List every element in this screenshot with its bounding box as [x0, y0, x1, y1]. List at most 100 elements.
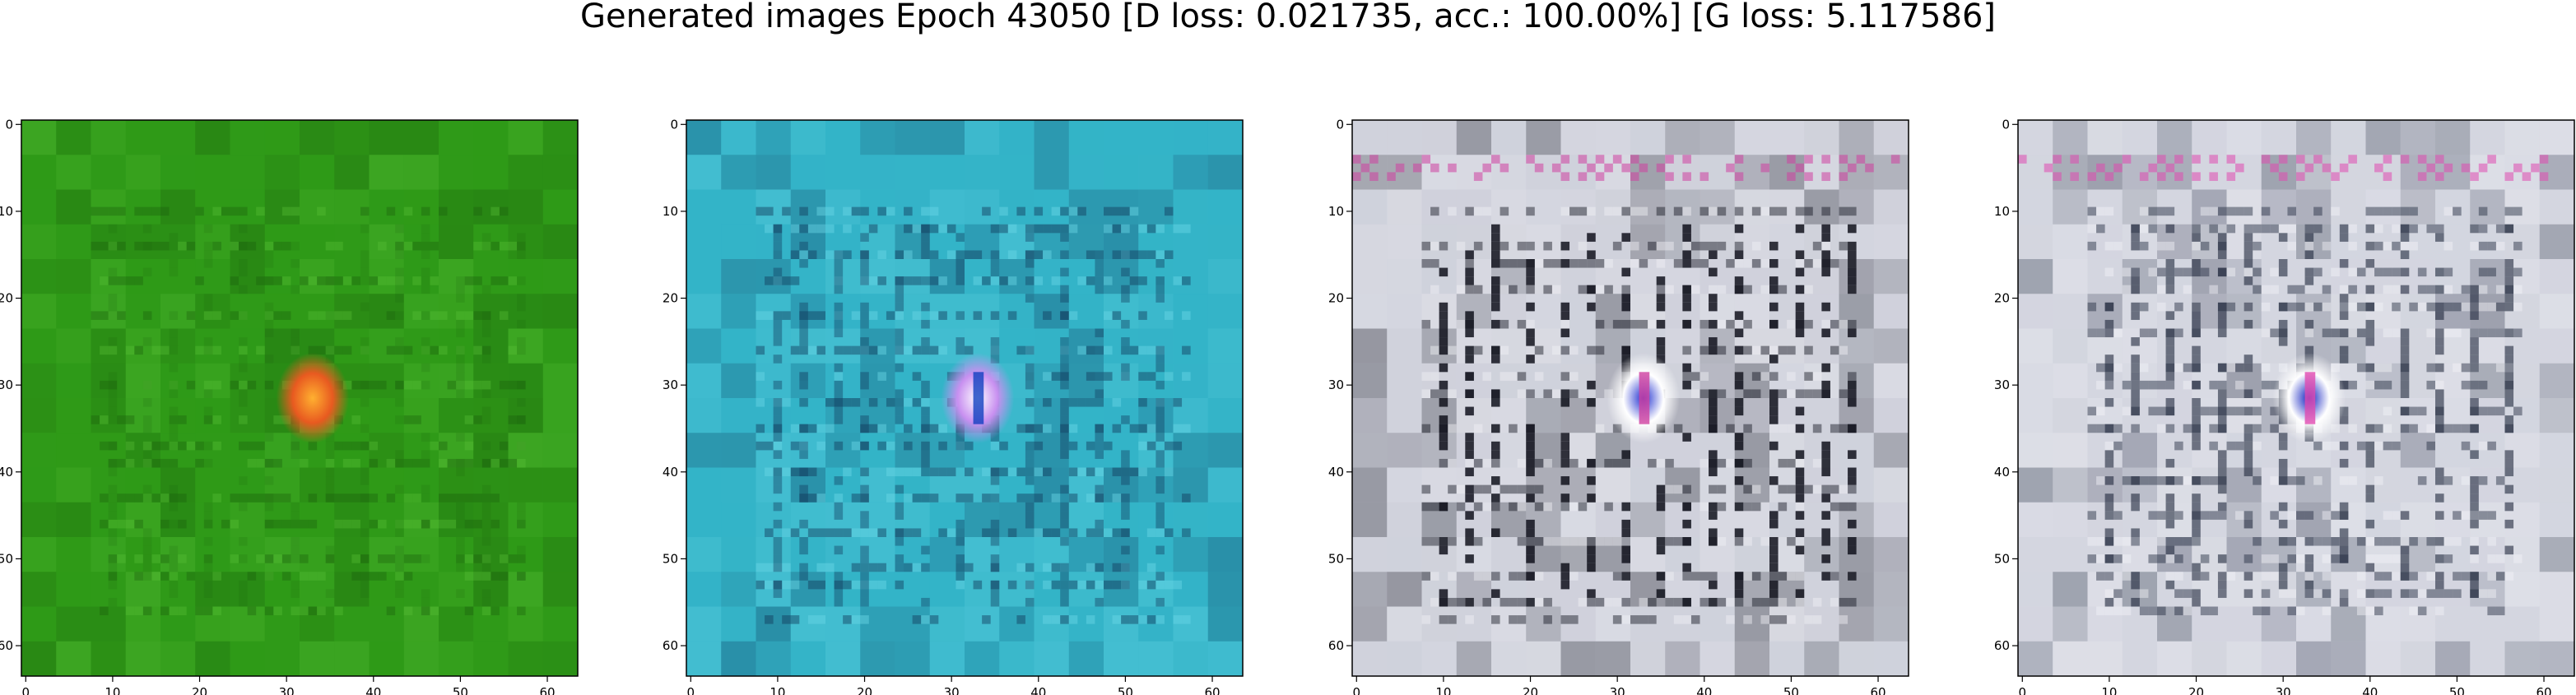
- x-tick: 20: [2188, 676, 2204, 695]
- x-tick: 30: [1610, 676, 1625, 695]
- x-tick: 20: [857, 676, 872, 695]
- y-tick: 30: [1994, 378, 2018, 392]
- x-tick: 40: [1696, 676, 1712, 695]
- y-tick: 60: [1328, 638, 1352, 653]
- y-tick: 40: [0, 465, 21, 480]
- x-tick-label: 20: [192, 685, 207, 695]
- y-tick-label: 20: [0, 291, 13, 306]
- x-tick: 0: [1353, 676, 1361, 695]
- y-tick: 20: [0, 291, 21, 306]
- generated-image-panel-2: 0 0 10 10 20 20 30 30 40 40 50 50 60 60: [663, 117, 1244, 695]
- y-tick: 50: [1994, 551, 2018, 566]
- y-tick-label: 40: [1994, 465, 2010, 480]
- x-tick-label: 30: [1610, 685, 1625, 695]
- y-tick: 10: [663, 204, 686, 219]
- x-tick: 50: [453, 676, 468, 695]
- y-tick-label: 60: [0, 638, 13, 653]
- x-tick: 20: [192, 676, 207, 695]
- x-tick-label: 10: [1435, 685, 1451, 695]
- x-tick-label: 60: [1204, 685, 1220, 695]
- x-tick-label: 10: [105, 685, 120, 695]
- x-tick-label: 10: [2101, 685, 2117, 695]
- y-tick-label: 50: [1994, 551, 2010, 566]
- x-tick-label: 60: [2536, 685, 2551, 695]
- x-tick: 40: [1030, 676, 1046, 695]
- y-tick: 0: [1336, 117, 1352, 132]
- x-tick-label: 30: [279, 685, 295, 695]
- y-tick-label: 0: [5, 117, 13, 132]
- y-tick-label: 60: [1328, 638, 1344, 653]
- y-tick-label: 0: [670, 117, 678, 132]
- y-tick-label: 40: [0, 465, 13, 480]
- x-tick: 60: [1870, 676, 1886, 695]
- axes-frame: [1351, 119, 1909, 677]
- x-tick-label: 40: [2362, 685, 2378, 695]
- y-tick-label: 50: [0, 551, 13, 566]
- axes-frame: [686, 119, 1244, 677]
- x-tick-label: 0: [1353, 685, 1361, 695]
- y-tick: 50: [663, 551, 686, 566]
- x-tick: 20: [1523, 676, 1538, 695]
- y-tick-label: 10: [663, 204, 678, 219]
- x-tick: 30: [2276, 676, 2291, 695]
- y-tick: 60: [1994, 638, 2018, 653]
- x-tick: 40: [2362, 676, 2378, 695]
- x-tick: 40: [365, 676, 381, 695]
- x-tick: 30: [944, 676, 960, 695]
- x-tick-label: 40: [1696, 685, 1712, 695]
- x-tick: 0: [22, 676, 30, 695]
- generated-image-panel-3: 0 0 10 10 20 20 30 30 40 40 50 50 60 60: [1328, 117, 1909, 695]
- x-tick-label: 20: [2188, 685, 2204, 695]
- x-tick: 10: [2101, 676, 2117, 695]
- y-tick: 30: [1328, 378, 1352, 392]
- axes-frame: [2017, 119, 2575, 677]
- image-pixels: [1352, 120, 1909, 676]
- x-tick-label: 0: [2019, 685, 2027, 695]
- y-tick: 60: [663, 638, 686, 653]
- x-tick-label: 30: [2276, 685, 2291, 695]
- y-tick: 40: [1328, 465, 1352, 480]
- x-tick-label: 20: [857, 685, 872, 695]
- y-tick-label: 30: [663, 378, 678, 392]
- x-tick-label: 0: [22, 685, 30, 695]
- x-tick: 10: [770, 676, 785, 695]
- y-tick: 20: [1328, 291, 1352, 306]
- y-tick-label: 50: [1328, 551, 1344, 566]
- y-tick-label: 10: [1328, 204, 1344, 219]
- x-tick: 10: [1435, 676, 1451, 695]
- y-tick-label: 60: [663, 638, 678, 653]
- generated-image-panel-4: 0 0 10 10 20 20 30 30 40 40 50 50 60 60: [1994, 117, 2575, 695]
- x-tick: 60: [1204, 676, 1221, 695]
- y-tick: 50: [1328, 551, 1352, 566]
- figure-title: Generated images Epoch 43050 [D loss: 0.…: [579, 0, 1997, 35]
- image-pixels: [686, 120, 1243, 676]
- x-tick-label: 0: [687, 685, 695, 695]
- y-tick-label: 60: [1994, 638, 2010, 653]
- y-tick-label: 30: [0, 378, 13, 392]
- y-tick-label: 10: [0, 204, 13, 219]
- axes-frame: [21, 119, 579, 677]
- x-tick: 0: [2019, 676, 2027, 695]
- y-tick: 40: [663, 465, 686, 480]
- y-tick-label: 0: [2002, 117, 2010, 132]
- x-tick: 60: [539, 676, 556, 695]
- image-pixels: [21, 120, 578, 676]
- y-tick-label: 0: [1336, 117, 1344, 132]
- y-tick-label: 50: [663, 551, 678, 566]
- x-tick-label: 40: [365, 685, 381, 695]
- y-tick-label: 40: [1328, 465, 1344, 480]
- generated-image-panel-1: 0 0 10 10 20 20 30 30 40 40 50 50 60 60: [0, 117, 579, 695]
- y-tick-label: 30: [1328, 378, 1344, 392]
- y-tick: 30: [663, 378, 686, 392]
- x-tick-label: 60: [539, 685, 555, 695]
- y-tick-label: 20: [1994, 291, 2010, 306]
- y-tick-label: 30: [1994, 378, 2010, 392]
- y-tick: 0: [5, 117, 21, 132]
- x-tick-label: 60: [1870, 685, 1886, 695]
- x-tick-label: 10: [770, 685, 785, 695]
- y-tick: 10: [1328, 204, 1352, 219]
- y-tick-label: 20: [1328, 291, 1344, 306]
- x-tick: 0: [687, 676, 695, 695]
- x-tick: 60: [2536, 676, 2552, 695]
- x-tick-label: 20: [1523, 685, 1538, 695]
